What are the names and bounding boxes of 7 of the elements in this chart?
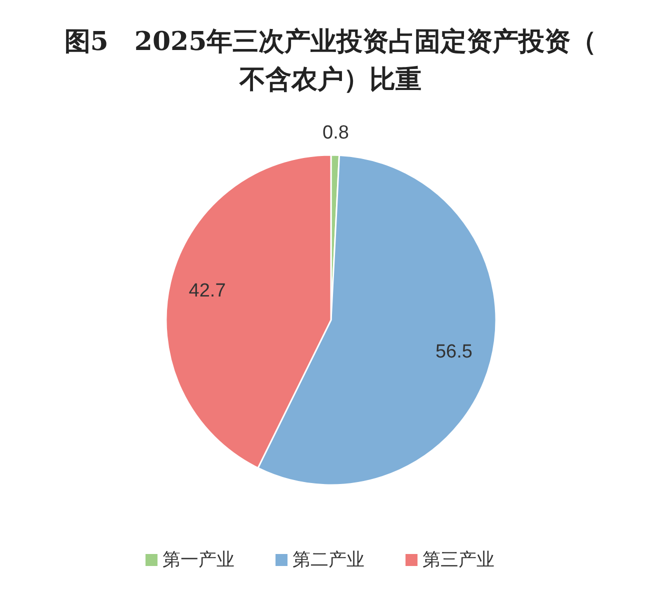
data-label: 0.8 bbox=[322, 122, 349, 144]
chart-title: 图5 2025年三次产业投资占固定资产投资（不含农户）比重 bbox=[64, 27, 597, 95]
legend-label: 第三产业 bbox=[422, 550, 494, 570]
data-label: 56.5 bbox=[435, 341, 472, 362]
legend-label: 第一产业 bbox=[162, 550, 234, 570]
data-label: 42.7 bbox=[188, 280, 226, 302]
legend-label: 第二产业 bbox=[292, 550, 364, 570]
